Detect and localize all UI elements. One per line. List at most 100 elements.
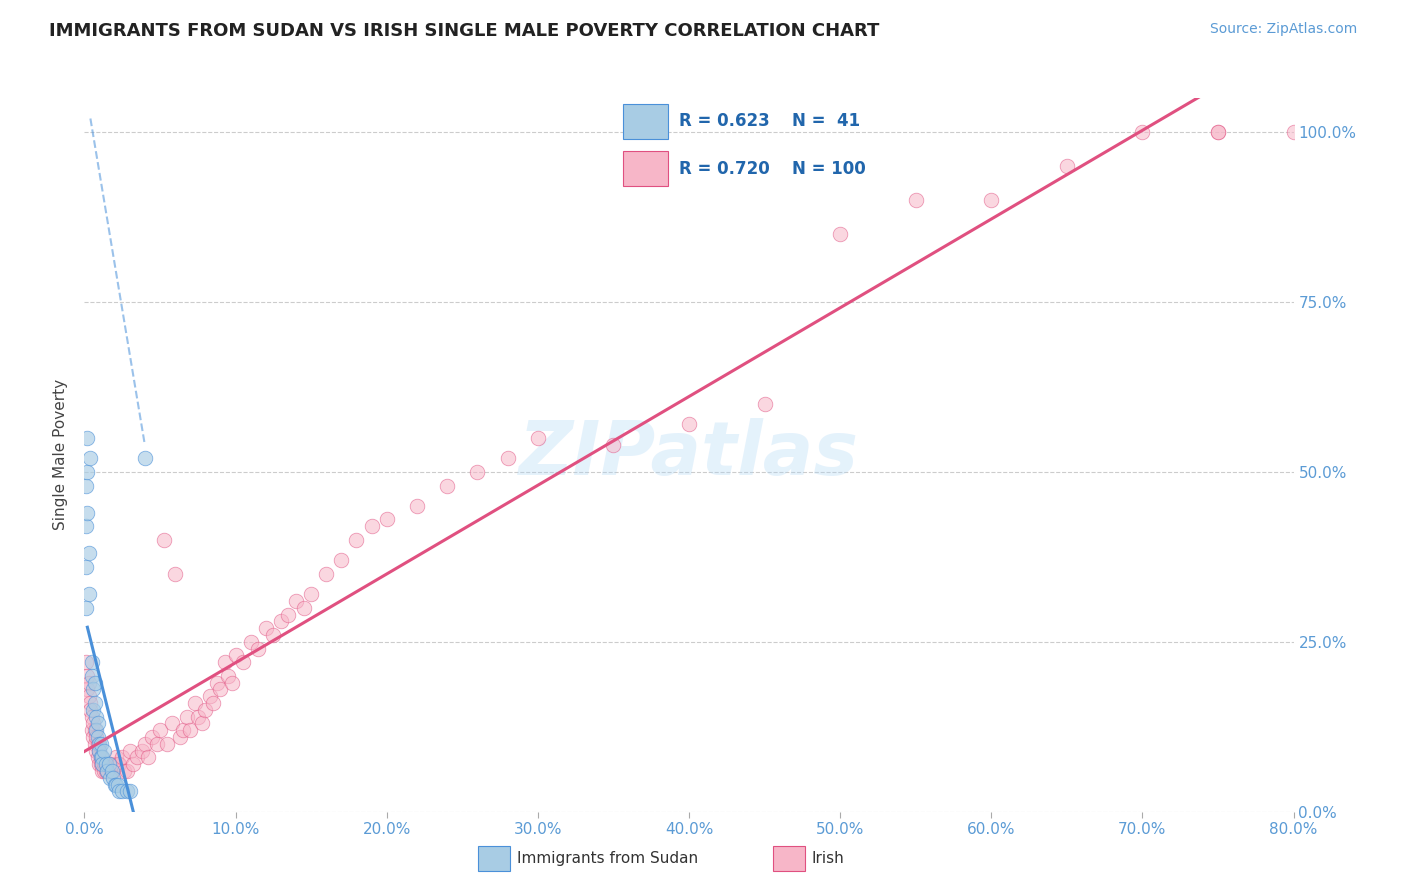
Point xyxy=(315,566,337,581)
Text: Irish: Irish xyxy=(813,851,845,866)
Point xyxy=(346,533,368,547)
Point xyxy=(270,615,292,629)
Point xyxy=(108,784,131,798)
Point xyxy=(214,655,236,669)
Point xyxy=(198,689,221,703)
Point xyxy=(76,506,98,520)
Point xyxy=(89,743,111,757)
Point xyxy=(176,709,198,723)
Point xyxy=(77,675,100,690)
Point xyxy=(134,737,156,751)
Point xyxy=(98,757,121,772)
Point xyxy=(107,757,129,772)
Point xyxy=(79,451,101,466)
Point xyxy=(97,757,120,772)
Point xyxy=(86,730,108,744)
Point xyxy=(87,716,110,731)
Point xyxy=(80,709,103,723)
Point xyxy=(239,635,262,649)
Point xyxy=(105,750,128,764)
Point xyxy=(165,566,187,581)
Point xyxy=(179,723,201,738)
Point xyxy=(86,743,108,757)
Point xyxy=(127,750,149,764)
Point xyxy=(79,703,101,717)
Point xyxy=(160,716,183,731)
Point xyxy=(131,743,153,757)
Point xyxy=(76,682,98,697)
Point xyxy=(1056,159,1078,173)
Text: N = 100: N = 100 xyxy=(792,160,865,178)
Point xyxy=(82,682,104,697)
Bar xyxy=(623,104,668,139)
Point xyxy=(75,655,97,669)
Point xyxy=(93,764,115,778)
Text: N =  41: N = 41 xyxy=(792,112,859,130)
Point xyxy=(79,696,101,710)
Point xyxy=(232,655,254,669)
Point xyxy=(84,723,107,738)
Point xyxy=(76,431,98,445)
Point xyxy=(87,750,110,764)
Text: Source: ZipAtlas.com: Source: ZipAtlas.com xyxy=(1209,22,1357,37)
Point xyxy=(149,723,172,738)
Point xyxy=(330,553,353,567)
Bar xyxy=(773,847,804,871)
Point xyxy=(980,193,1002,207)
Point xyxy=(467,465,489,479)
Point xyxy=(80,669,103,683)
Text: Immigrants from Sudan: Immigrants from Sudan xyxy=(517,851,697,866)
Point xyxy=(527,431,550,445)
Text: ZIPatlas: ZIPatlas xyxy=(519,418,859,491)
Point xyxy=(115,764,138,778)
Point xyxy=(91,750,114,764)
Point xyxy=(115,784,138,798)
Text: R = 0.623: R = 0.623 xyxy=(679,112,770,130)
Bar xyxy=(623,151,668,186)
Point xyxy=(191,716,214,731)
Point xyxy=(76,465,98,479)
Point xyxy=(277,607,299,622)
Point xyxy=(207,675,229,690)
Point xyxy=(89,757,111,772)
Point xyxy=(406,499,429,513)
Point xyxy=(136,750,159,764)
Point xyxy=(1206,125,1229,139)
Point xyxy=(90,737,112,751)
Point xyxy=(254,621,277,635)
Point xyxy=(225,648,247,663)
Point xyxy=(436,478,458,492)
Point xyxy=(93,757,115,772)
Point xyxy=(91,757,114,772)
Point xyxy=(111,750,134,764)
Point xyxy=(201,696,224,710)
Point xyxy=(90,750,112,764)
Point xyxy=(100,764,122,778)
Point xyxy=(87,730,110,744)
Point xyxy=(209,682,232,697)
Point xyxy=(602,438,624,452)
Point xyxy=(375,512,398,526)
Point xyxy=(82,703,104,717)
Text: IMMIGRANTS FROM SUDAN VS IRISH SINGLE MALE POVERTY CORRELATION CHART: IMMIGRANTS FROM SUDAN VS IRISH SINGLE MA… xyxy=(49,22,880,40)
Point xyxy=(101,764,124,778)
Point xyxy=(678,417,700,432)
Point xyxy=(77,587,100,601)
Point xyxy=(90,757,112,772)
Bar xyxy=(478,847,509,871)
Point xyxy=(104,757,127,772)
Point xyxy=(84,696,107,710)
Point xyxy=(96,764,118,778)
Point xyxy=(262,628,284,642)
Point xyxy=(75,478,97,492)
Point xyxy=(86,723,108,738)
Point xyxy=(75,600,97,615)
Point xyxy=(98,771,121,785)
Point xyxy=(94,764,117,778)
Point xyxy=(90,750,112,764)
Point xyxy=(141,730,163,744)
Point xyxy=(904,193,927,207)
Point xyxy=(1206,125,1229,139)
Point xyxy=(118,743,141,757)
Point xyxy=(75,519,97,533)
